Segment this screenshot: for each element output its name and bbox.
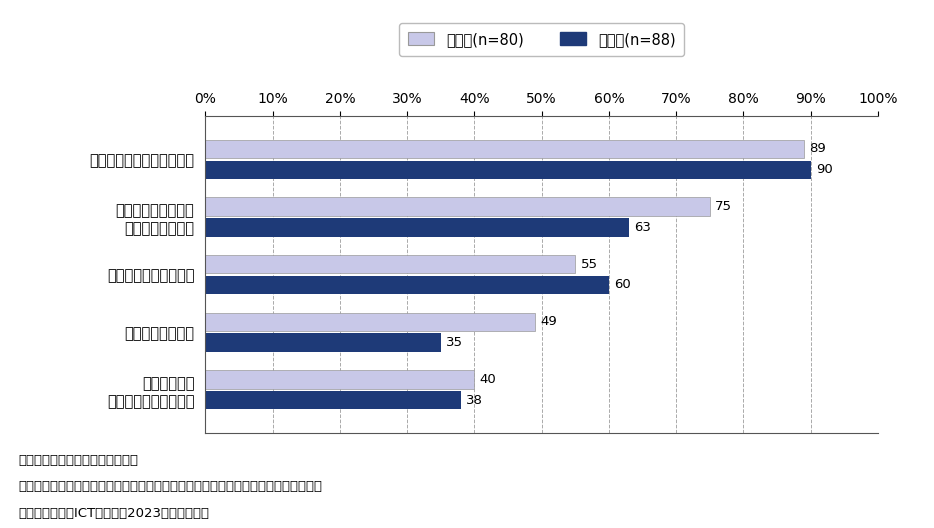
Text: 注１：小中学生の保護者が回答。: 注１：小中学生の保護者が回答。: [19, 454, 138, 467]
Bar: [205, 140, 804, 158]
Legend: 小学生(n=80), 中学生(n=88): 小学生(n=80), 中学生(n=88): [399, 23, 685, 55]
Bar: [205, 391, 461, 409]
Text: 35: 35: [446, 336, 463, 349]
Text: 注２：専用のスマホを所有し、ペアレンタルコントロールを実施している人が対象。: 注２：専用のスマホを所有し、ペアレンタルコントロールを実施している人が対象。: [19, 480, 322, 494]
Bar: [205, 255, 575, 274]
Text: 出典：小中学生ICT利用調査2023（訪問留置）: 出典：小中学生ICT利用調査2023（訪問留置）: [19, 507, 209, 520]
Text: 75: 75: [715, 200, 732, 213]
Text: 40: 40: [480, 373, 497, 386]
Text: 89: 89: [810, 143, 826, 155]
Bar: [205, 218, 630, 237]
Bar: [205, 313, 535, 331]
Text: 38: 38: [466, 394, 483, 407]
Text: 60: 60: [615, 278, 631, 291]
Text: 63: 63: [634, 221, 651, 234]
Bar: [205, 370, 474, 389]
Text: 90: 90: [816, 163, 833, 176]
Bar: [205, 197, 710, 216]
Bar: [205, 333, 441, 352]
Text: 55: 55: [581, 258, 598, 271]
Bar: [205, 161, 811, 179]
Bar: [205, 276, 609, 294]
Text: 49: 49: [541, 315, 557, 328]
